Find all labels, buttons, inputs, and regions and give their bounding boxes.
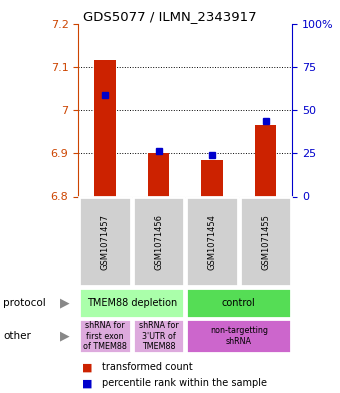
Text: protocol: protocol: [3, 298, 46, 308]
Text: GSM1071455: GSM1071455: [261, 214, 270, 270]
Text: GSM1071454: GSM1071454: [208, 214, 217, 270]
Bar: [255, 125, 276, 196]
FancyBboxPatch shape: [186, 197, 238, 286]
Text: other: other: [3, 331, 31, 341]
Text: ▶: ▶: [60, 329, 70, 343]
Text: TMEM88 depletion: TMEM88 depletion: [87, 298, 177, 308]
FancyBboxPatch shape: [133, 197, 184, 286]
FancyBboxPatch shape: [79, 288, 184, 318]
FancyBboxPatch shape: [240, 197, 291, 286]
FancyBboxPatch shape: [186, 288, 291, 318]
Text: ■: ■: [82, 362, 92, 373]
Text: transformed count: transformed count: [102, 362, 193, 373]
Bar: [148, 153, 169, 196]
Text: shRNA for
3'UTR of
TMEM88: shRNA for 3'UTR of TMEM88: [139, 321, 178, 351]
Text: GSM1071456: GSM1071456: [154, 214, 163, 270]
Text: control: control: [222, 298, 256, 308]
Text: GSM1071457: GSM1071457: [101, 214, 109, 270]
Text: percentile rank within the sample: percentile rank within the sample: [102, 378, 267, 388]
Text: ▶: ▶: [60, 296, 70, 309]
FancyBboxPatch shape: [79, 197, 131, 286]
Text: non-targetting
shRNA: non-targetting shRNA: [210, 326, 268, 346]
Text: ■: ■: [82, 378, 92, 388]
Text: GDS5077 / ILMN_2343917: GDS5077 / ILMN_2343917: [83, 10, 257, 23]
FancyBboxPatch shape: [79, 319, 131, 353]
Bar: [201, 160, 223, 196]
Bar: [94, 60, 116, 196]
Text: shRNA for
first exon
of TMEM88: shRNA for first exon of TMEM88: [83, 321, 127, 351]
FancyBboxPatch shape: [186, 319, 291, 353]
FancyBboxPatch shape: [133, 319, 184, 353]
